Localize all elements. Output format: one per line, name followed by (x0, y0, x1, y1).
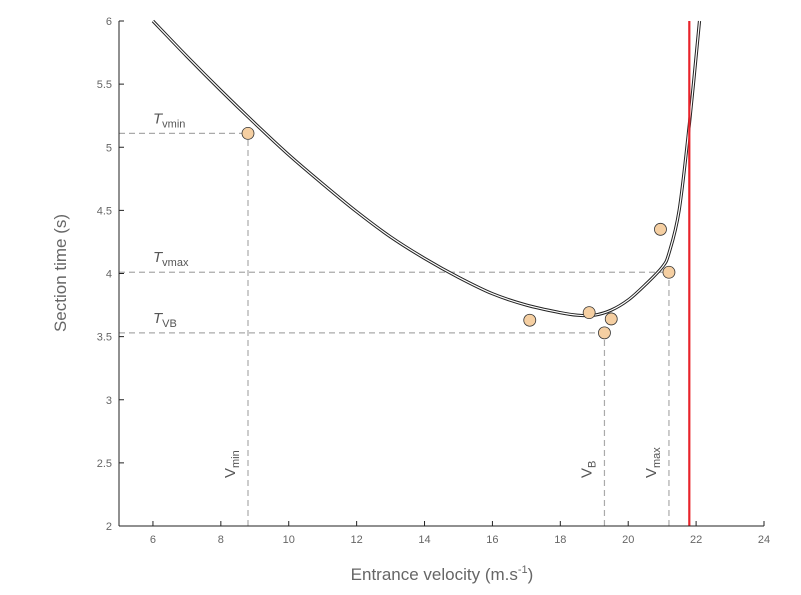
data-point-2 (523, 313, 537, 327)
data-point-6 (654, 222, 667, 236)
x-tick-label-24: 24 (758, 534, 770, 546)
x-axis-title: Entrance velocity (m.s-1) (351, 564, 534, 584)
annotation-t-VB: TVB (153, 310, 177, 330)
annotation-v-min: Vmin (222, 450, 242, 478)
fitted-curve-inner (152, 20, 701, 317)
y-tick-label-5: 5 (106, 142, 112, 154)
axes: 6 8 10 12 14 16 18 20 22 24 2 2.5 3 3.5 4 4.5 5 5.5 6 (97, 16, 770, 546)
y-tick-label-4.5: 4.5 (97, 205, 112, 217)
x-tick-label-8: 8 (218, 534, 224, 546)
x-tick-label-22: 22 (690, 534, 702, 546)
x-tick-label-6: 6 (150, 534, 156, 546)
data-points (241, 126, 676, 340)
x-tick-label-18: 18 (554, 534, 566, 546)
data-point-4 (598, 326, 611, 340)
x-tick-label-12: 12 (351, 534, 363, 546)
fitted-curve-group (151, 19, 702, 318)
data-point-7 (662, 265, 676, 279)
data-point-1 (241, 126, 255, 140)
x-tick-label-14: 14 (418, 534, 430, 546)
y-tick-label-3.5: 3.5 (97, 332, 112, 344)
annotation-t-vmax: Tvmax (153, 249, 189, 269)
data-point-5 (604, 312, 618, 326)
x-tick-label-16: 16 (486, 534, 498, 546)
x-tick-label-10: 10 (283, 534, 295, 546)
y-tick-label-6: 6 (106, 16, 112, 28)
annotation-t-vmin: Tvmin (153, 110, 185, 130)
x-tick-label-20: 20 (622, 534, 634, 546)
y-axis-title: Section time (s) (51, 214, 70, 332)
y-tick-label-2: 2 (106, 521, 112, 533)
y-tick-label-4: 4 (106, 269, 112, 281)
y-tick-label-3: 3 (106, 395, 112, 407)
data-point-3 (582, 306, 596, 320)
fitted-curve (151, 19, 702, 318)
annotation-v-B: VB (578, 461, 598, 478)
annotations: Tvmin Tvmax TVB Vmin VB Vmax (153, 110, 663, 478)
y-tick-label-2.5: 2.5 (97, 458, 112, 470)
y-tick-label-5.5: 5.5 (97, 79, 112, 91)
reference-lines (119, 132, 670, 526)
annotation-v-max: Vmax (643, 447, 663, 478)
